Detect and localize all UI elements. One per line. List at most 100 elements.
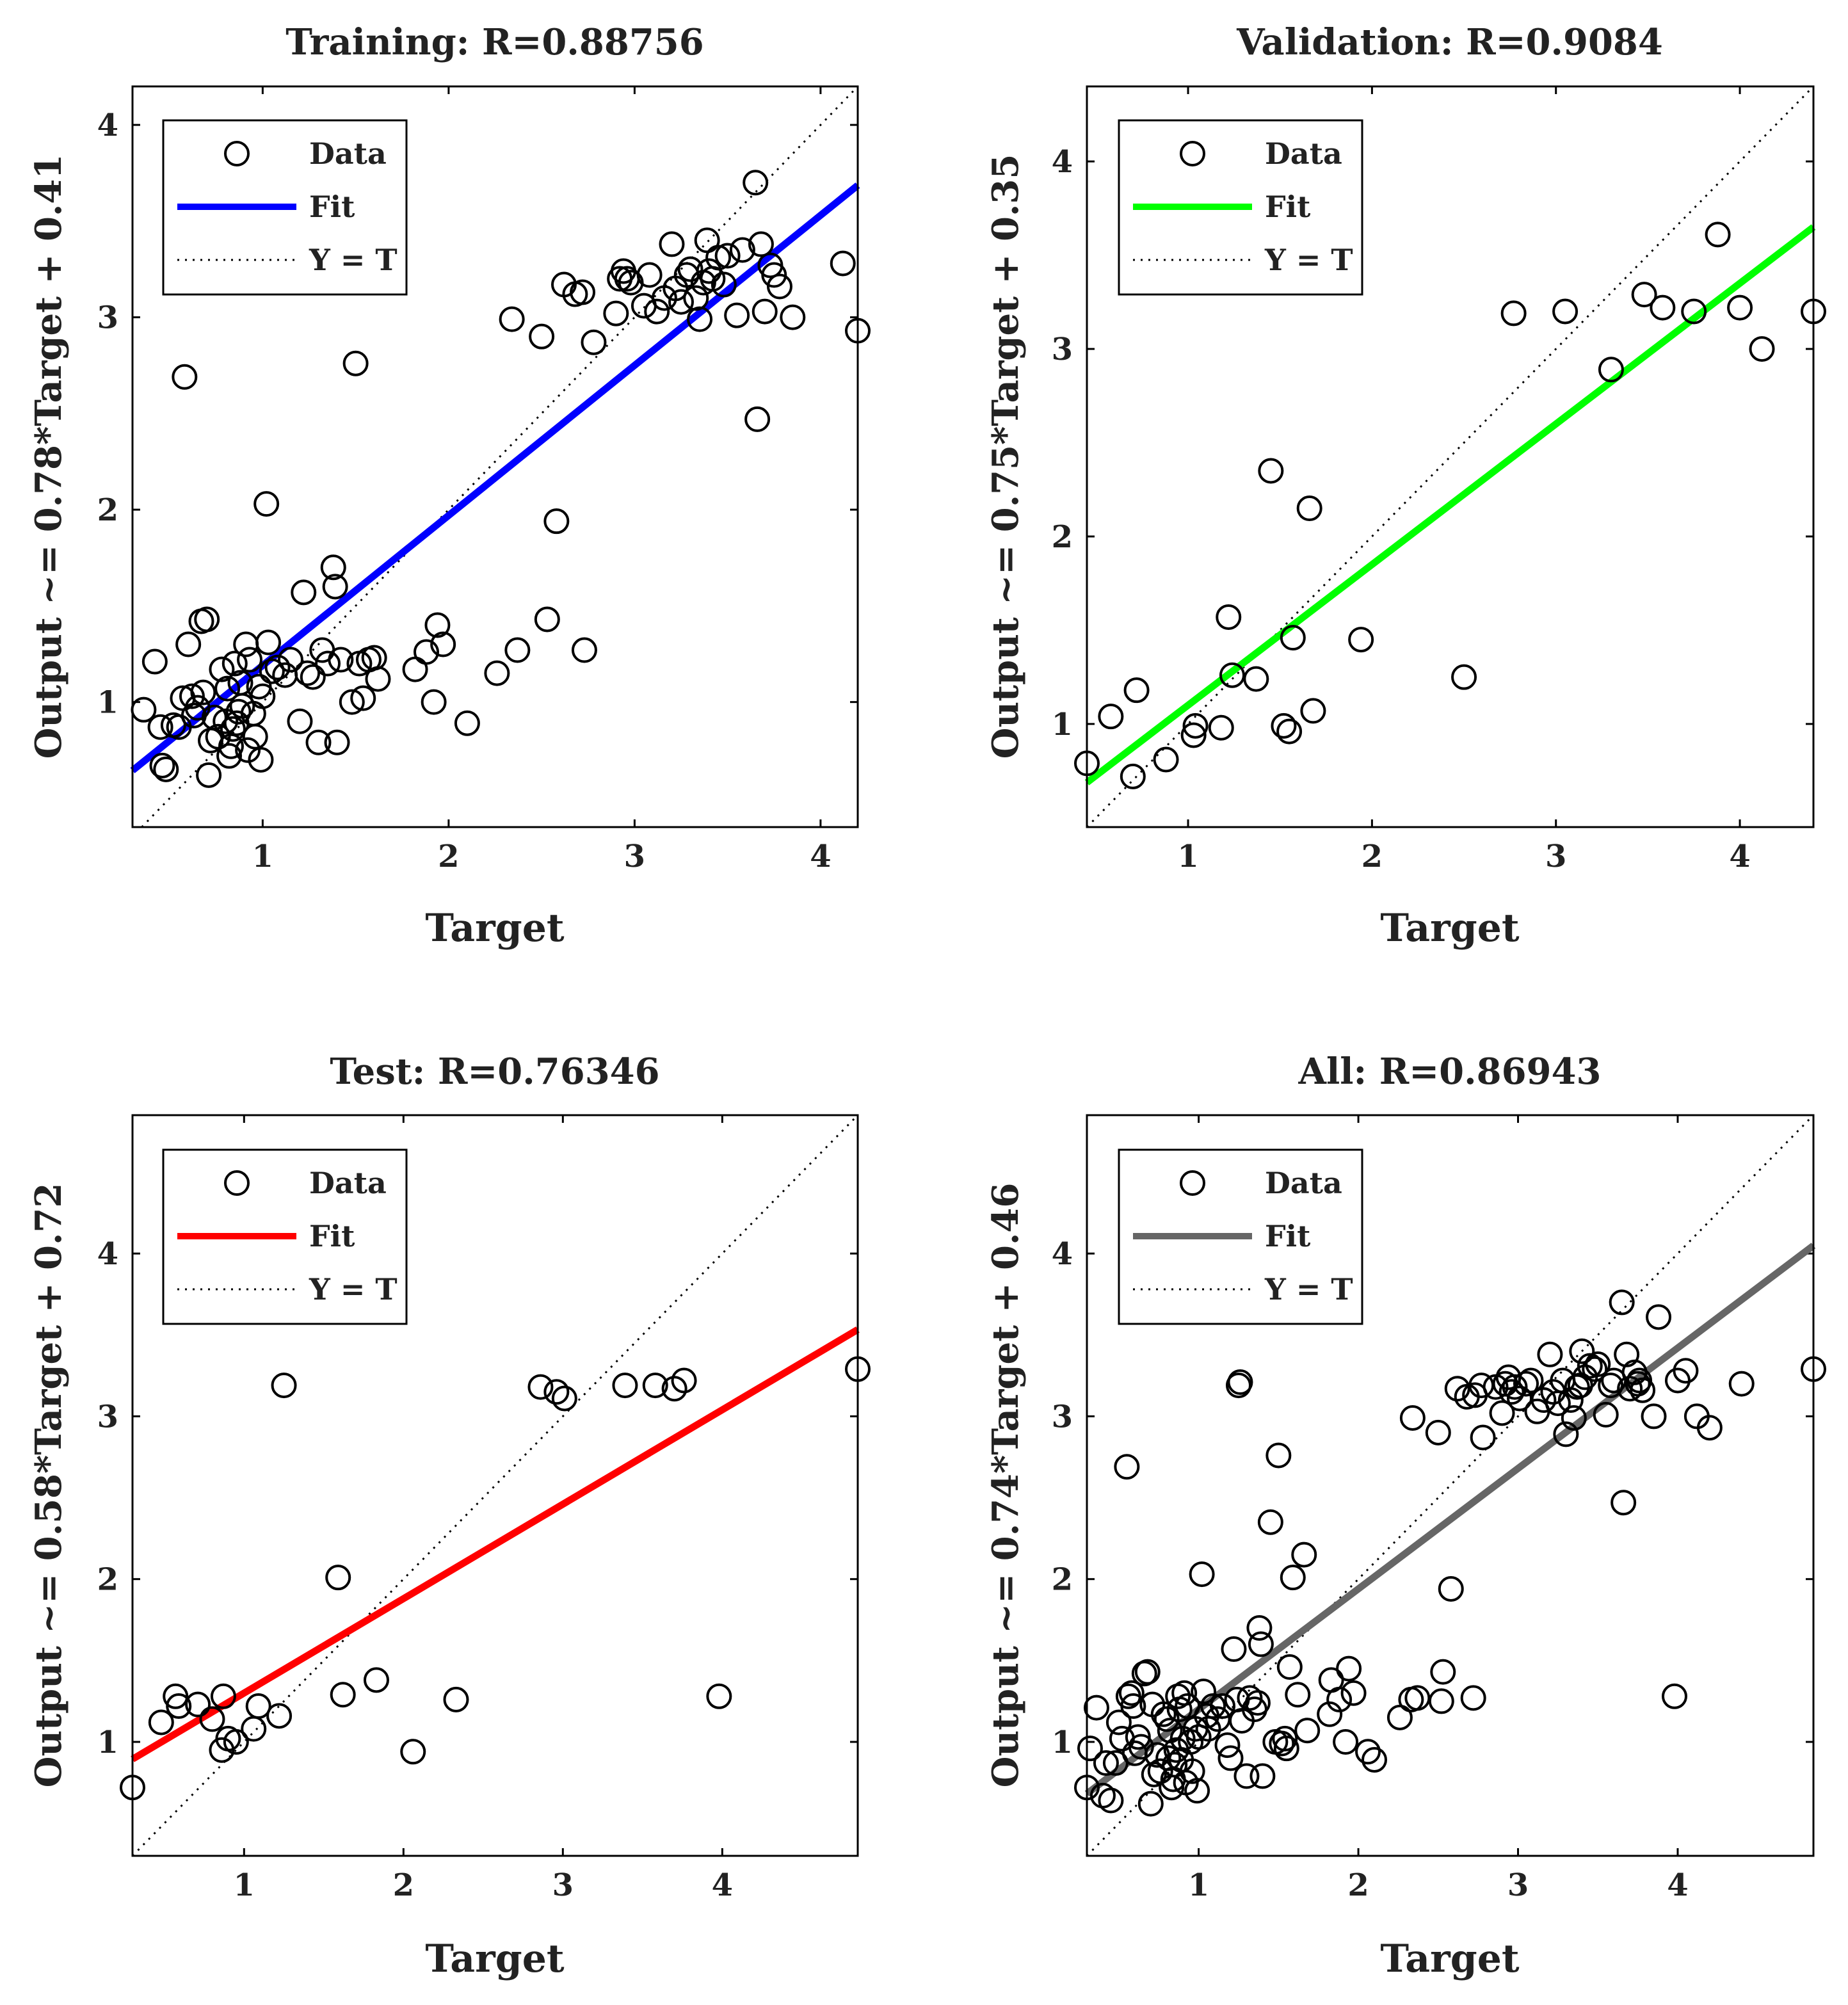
all-panel: All: R=0.86943 Target Output ~= 0.74*Tar… xyxy=(984,1051,1826,1981)
validation-y-tick-label: 2 xyxy=(1052,519,1073,555)
test-data-point xyxy=(543,1379,570,1405)
training-data-point xyxy=(529,323,555,350)
validation-data-point xyxy=(1681,298,1707,325)
test-legend-fit-label: Fit xyxy=(309,1219,355,1253)
test-title: Test: R=0.76346 xyxy=(330,1051,659,1093)
training-x-tick-label: 4 xyxy=(810,839,831,874)
test-data-points xyxy=(120,1356,871,1801)
all-data-point xyxy=(1569,1338,1595,1364)
validation-title: Validation: R=0.9084 xyxy=(1236,21,1663,63)
training-data-point xyxy=(484,660,510,686)
all-data-point xyxy=(1105,1709,1132,1735)
all-data-points xyxy=(1074,1289,1826,1817)
training-data-point xyxy=(233,631,259,657)
all-y-tick-label: 4 xyxy=(1052,1236,1073,1272)
all-data-point xyxy=(1661,1683,1687,1709)
validation-data-point xyxy=(1243,666,1269,692)
training-data-point xyxy=(242,723,268,750)
training-data-point xyxy=(225,698,252,725)
all-data-point xyxy=(1191,1679,1217,1705)
training-data-point xyxy=(324,729,350,755)
all-x-tick-label: 2 xyxy=(1347,1867,1369,1903)
training-data-point xyxy=(705,245,732,271)
validation-data-point xyxy=(1180,722,1207,748)
training-legend-data-label: Data xyxy=(309,136,387,171)
training-data-point xyxy=(248,746,274,773)
validation-data-point xyxy=(1552,298,1579,325)
training-data-point xyxy=(322,574,348,600)
all-x-tick-label: 4 xyxy=(1667,1867,1688,1903)
training-title: Training: R=0.88756 xyxy=(285,21,703,63)
training-data-point xyxy=(250,683,276,709)
training-data-point xyxy=(350,685,376,711)
all-y-tick-label: 3 xyxy=(1052,1399,1073,1435)
training-data-point xyxy=(277,647,303,673)
test-y-axis-label: Output ~= 0.58*Target + 0.72 xyxy=(28,1183,70,1788)
training-data-point xyxy=(711,271,737,298)
all-x-tick-label: 1 xyxy=(1188,1867,1209,1903)
all-data-point xyxy=(1502,1374,1528,1400)
training-y-tick-label: 2 xyxy=(97,492,118,528)
validation-data-point xyxy=(1123,677,1150,704)
all-data-point xyxy=(1118,1680,1145,1706)
all-data-point xyxy=(1210,1693,1236,1719)
training-axes-box xyxy=(131,85,859,828)
training-x-tick-label: 1 xyxy=(252,839,273,874)
training-data-point xyxy=(454,710,480,736)
test-y-tick-label: 1 xyxy=(97,1725,118,1760)
training-data-point xyxy=(342,350,369,376)
training-data-point xyxy=(194,606,220,632)
validation-data-point xyxy=(1271,713,1297,739)
test-data-point xyxy=(266,1703,293,1729)
training-data-point xyxy=(424,612,451,638)
training-data-point xyxy=(603,300,629,326)
all-data-point xyxy=(1355,1739,1381,1765)
validation-data-point xyxy=(1598,357,1624,383)
training-data-point xyxy=(175,631,202,657)
all-data-point xyxy=(1114,1454,1140,1480)
all-data-point xyxy=(1438,1575,1464,1602)
test-x-tick-label: 3 xyxy=(552,1867,574,1903)
training-data-point xyxy=(724,302,750,328)
training-data-point xyxy=(141,648,168,675)
training-data-point xyxy=(499,306,525,332)
validation-legend: Data Fit Y = T xyxy=(1118,119,1363,296)
validation-legend-identity-label: Y = T xyxy=(1264,243,1353,277)
training-legend-marker-icon xyxy=(224,141,250,166)
validation-legend-marker-icon xyxy=(1180,141,1205,166)
training-data-point xyxy=(687,306,713,332)
all-data-point xyxy=(1248,1631,1274,1657)
test-x-axis-label: Target xyxy=(425,1937,565,1981)
all-data-point xyxy=(1585,1351,1611,1378)
all-x-axis-label: Target xyxy=(1380,1937,1520,1981)
all-data-point xyxy=(1598,1373,1624,1399)
test-legend: Data Fit Y = T xyxy=(162,1148,408,1325)
training-legend-fit-label: Fit xyxy=(309,189,355,224)
all-title: All: R=0.86943 xyxy=(1298,1051,1602,1093)
training-data-point xyxy=(414,639,440,665)
all-data-point xyxy=(1317,1701,1343,1727)
all-data-point xyxy=(1614,1341,1640,1367)
validation-legend-data-label: Data xyxy=(1265,136,1342,171)
all-data-point xyxy=(1134,1659,1161,1685)
all-data-point xyxy=(1249,1763,1276,1789)
validation-data-point xyxy=(1631,282,1657,308)
training-data-point xyxy=(430,631,456,657)
training-data-point xyxy=(504,637,531,663)
validation-data-point xyxy=(1451,664,1477,690)
training-data-point xyxy=(253,491,280,517)
all-data-point xyxy=(1189,1561,1215,1588)
training-data-point xyxy=(714,243,741,269)
validation-x-axis-label: Target xyxy=(1380,906,1520,951)
all-data-point xyxy=(1470,1424,1496,1451)
test-data-point xyxy=(163,1683,189,1709)
training-data-point xyxy=(751,298,778,325)
all-data-point xyxy=(1460,1685,1486,1711)
training-data-point xyxy=(218,733,244,759)
all-data-point xyxy=(1593,1401,1619,1428)
training-y-tick-label: 1 xyxy=(97,685,118,721)
validation-data-point xyxy=(1300,698,1326,724)
validation-data-point xyxy=(1749,336,1775,362)
test-y-tick-label: 3 xyxy=(97,1399,118,1435)
all-data-point xyxy=(1246,1615,1273,1641)
